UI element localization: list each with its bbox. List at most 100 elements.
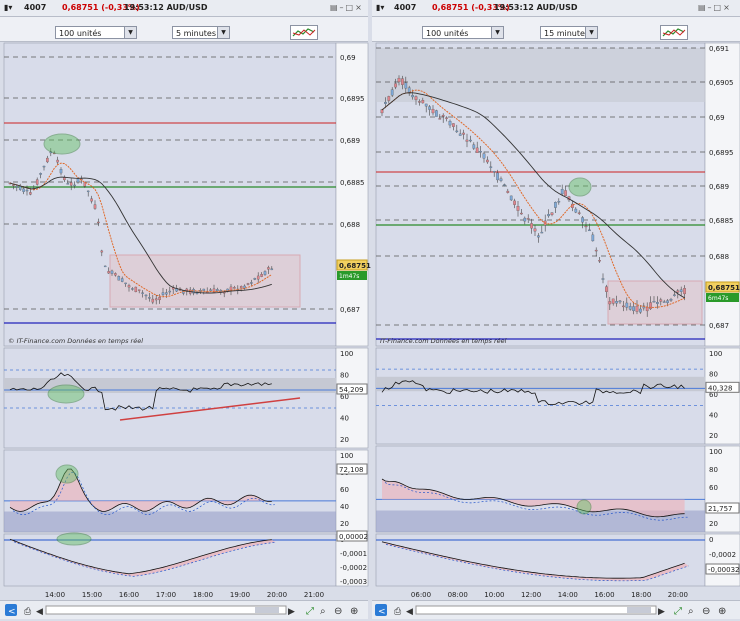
right-candle: [639, 308, 642, 313]
right-candle: [448, 120, 452, 126]
right-candle: [625, 302, 629, 308]
right-window-controls[interactable]: ▤–□×: [698, 3, 732, 12]
right-watermark: IT-Finance.com Données en temps réel: [380, 337, 507, 345]
right-title-time: 19:53:12 AUD/USD: [494, 3, 578, 12]
left-time-tick: 16:00: [119, 591, 139, 599]
left-rsi-line: [9, 372, 272, 411]
right-candle: [499, 178, 503, 181]
scroll-left-icon[interactable]: ◀: [406, 607, 413, 617]
left-timeframe-select[interactable]: 5 minutes ▼: [172, 26, 230, 39]
left-candle: [69, 182, 73, 186]
left-symbol-icon[interactable]: ▮▾: [4, 3, 13, 12]
right-candle: [421, 100, 425, 104]
right-candle: [407, 87, 411, 94]
right-candle: [414, 96, 418, 100]
left-candle: [73, 184, 76, 187]
right-symbol-icon[interactable]: ▮▾: [376, 3, 385, 12]
right-macd-tick: -0,0002: [709, 551, 736, 559]
right-quantity-select[interactable]: 100 unités ▼: [422, 26, 504, 39]
left-candle: [15, 186, 19, 188]
right-time-tick: 16:00: [594, 591, 614, 599]
right-candle: [564, 190, 567, 197]
print-icon[interactable]: ⎙: [394, 607, 402, 617]
left-price-tick: 0,6885: [340, 179, 365, 187]
right-title-num: 4007: [394, 3, 417, 12]
left-rsi-trendline: [119, 397, 301, 421]
left-stoch-highlight: [55, 464, 79, 484]
draw-tool-icon[interactable]: ⤢: [674, 606, 682, 617]
right-candle: [479, 151, 482, 153]
right-candle: [489, 166, 493, 168]
right-price-tick: 0,6905: [709, 79, 734, 87]
left-time-tick: 17:00: [156, 591, 176, 599]
right-candle: [469, 139, 472, 142]
share-icon[interactable]: [375, 604, 387, 616]
right-range-box: [607, 280, 703, 325]
left-candle: [137, 289, 141, 291]
left-candle: [246, 283, 250, 285]
left-candle: [12, 184, 15, 186]
scroll-left-icon[interactable]: ◀: [36, 607, 43, 617]
right-scrollbar[interactable]: [415, 605, 657, 615]
right-candle: [540, 231, 544, 234]
left-quantity-select[interactable]: 100 unités ▼: [55, 26, 137, 39]
draw-tool-icon[interactable]: ⤢: [306, 606, 314, 617]
right-candle: [608, 301, 612, 305]
right-candle: [635, 305, 639, 312]
zoom-fit-icon[interactable]: ⌕: [688, 606, 694, 617]
left-pane-1-axis: [335, 347, 369, 449]
right-candle: [452, 123, 455, 127]
left-candle: [168, 290, 172, 293]
left-price-tick: 0,689: [340, 137, 360, 145]
right-rsi-value: 40,328: [708, 384, 733, 392]
left-candle: [103, 265, 107, 268]
left-title-change: 0,68751 (-0,33%): [62, 3, 140, 12]
print-icon[interactable]: ⎙: [24, 607, 32, 617]
left-sma-line: [9, 176, 272, 294]
left-rsi-tick: 60: [340, 393, 349, 401]
zoom-out-icon[interactable]: ⊖: [334, 606, 342, 617]
left-candle: [93, 204, 97, 209]
right-candle: [577, 212, 581, 214]
right-pane-3-axis: [704, 533, 740, 587]
right-scroll-thumb[interactable]: [627, 607, 651, 613]
left-candle: [110, 270, 114, 274]
right-timeframe-select[interactable]: 15 minutes ▼: [540, 26, 598, 39]
left-chart-type-button[interactable]: [290, 25, 318, 40]
right-candle: [387, 96, 391, 101]
right-candle: [472, 144, 476, 149]
left-window-controls[interactable]: ▤–□×: [330, 3, 364, 12]
left-macd-value-box: [336, 530, 368, 542]
left-scroll-thumb[interactable]: [255, 607, 279, 613]
left-scrollbar[interactable]: [45, 605, 287, 615]
right-chart-type-button[interactable]: [660, 25, 688, 40]
right-sma-line: [381, 92, 685, 299]
right-candle: [676, 290, 680, 293]
left-candle: [233, 287, 236, 289]
zoom-fit-icon[interactable]: ⌕: [320, 606, 326, 617]
share-icon[interactable]: [5, 604, 17, 616]
zoom-out-icon[interactable]: ⊖: [702, 606, 710, 617]
left-candle: [90, 198, 93, 202]
right-candle: [492, 171, 496, 173]
right-time-tick: 10:00: [484, 591, 504, 599]
scroll-right-icon[interactable]: ▶: [658, 607, 665, 617]
left-price-tick: 0,687: [340, 306, 360, 314]
right-price-tick: 0,687: [709, 322, 729, 330]
left-candle: [158, 297, 161, 301]
zoom-in-icon[interactable]: ⊕: [718, 606, 726, 617]
zoom-in-icon[interactable]: ⊕: [350, 606, 358, 617]
left-window-titlebar: ▮▾ 4007 0,68751 (-0,33%) 19:53:12 AUD/US…: [0, 0, 368, 17]
left-pane-0-axis: [335, 42, 369, 347]
right-candle: [390, 89, 394, 96]
left-candle: [120, 278, 124, 282]
left-macd-signal-line: [13, 541, 276, 577]
left-time-tick: 15:00: [82, 591, 102, 599]
scroll-right-icon[interactable]: ▶: [288, 607, 295, 617]
left-candle: [256, 275, 260, 280]
left-countdown-label: 1m47s: [339, 273, 359, 280]
right-candle: [652, 301, 656, 303]
left-timeframe-value: 5 minutes: [176, 29, 217, 38]
left-price-label: 0,68751: [339, 262, 371, 270]
